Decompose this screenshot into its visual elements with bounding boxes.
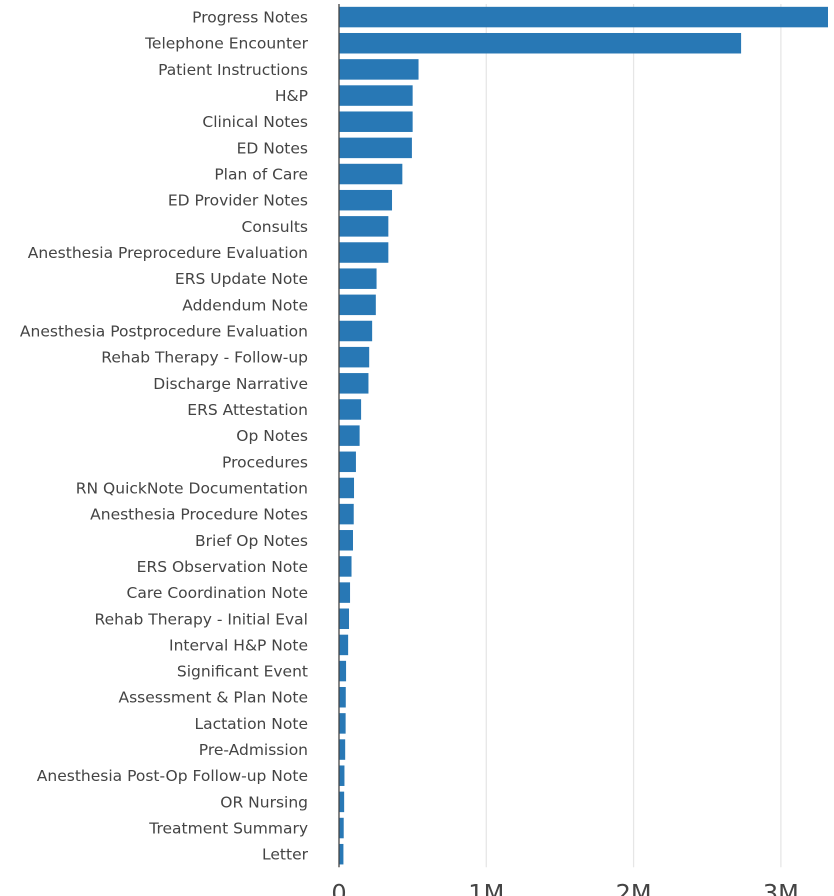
bar[interactable] [339, 843, 344, 865]
grid-layer [485, 4, 782, 868]
bar[interactable] [339, 373, 369, 394]
category-label: OR Nursing [220, 793, 308, 811]
category-label: Treatment Summary [148, 820, 308, 838]
bar[interactable] [339, 608, 350, 630]
category-label: Rehab Therapy - Follow-up [101, 349, 308, 367]
category-label: Anesthesia Procedure Notes [90, 506, 308, 524]
category-label: Clinical Notes [202, 113, 308, 131]
category-label: Procedures [222, 453, 308, 471]
category-label: Letter [262, 846, 309, 864]
category-label: Patient Instructions [158, 61, 308, 79]
bar[interactable] [339, 451, 356, 473]
bar-layer [339, 6, 828, 865]
category-label: H&P [275, 87, 308, 105]
x-tick-label: 1M [468, 879, 504, 896]
x-tick-label: 2M [616, 879, 652, 896]
category-label: Plan of Care [214, 166, 308, 184]
bar[interactable] [339, 399, 362, 420]
x-tick-label: 0 [331, 879, 346, 896]
category-label: Anesthesia Preprocedure Evaluation [28, 244, 308, 262]
category-label: ERS Update Note [175, 270, 308, 288]
bar[interactable] [339, 634, 349, 656]
bar[interactable] [339, 346, 370, 368]
bar[interactable] [339, 686, 346, 708]
category-label: Addendum Note [182, 296, 308, 314]
bar[interactable] [339, 765, 345, 786]
bar[interactable] [339, 817, 344, 839]
category-label: ERS Observation Note [137, 558, 308, 576]
bar[interactable] [339, 582, 351, 603]
category-label: Brief Op Notes [195, 532, 308, 550]
bar[interactable] [339, 425, 360, 446]
category-label: Interval H&P Note [169, 636, 308, 654]
category-label: Progress Notes [192, 9, 308, 27]
category-label: Significant Event [177, 663, 308, 681]
category-label: Lactation Note [194, 715, 308, 733]
category-label: RN QuickNote Documentation [76, 479, 308, 497]
category-label: Anesthesia Post-Op Follow-up Note [37, 767, 308, 785]
bar[interactable] [339, 791, 345, 813]
x-tick-label: 3M [763, 879, 799, 896]
bar[interactable] [339, 85, 413, 106]
category-label: Telephone Encounter [144, 35, 309, 53]
bar[interactable] [339, 503, 354, 525]
bar[interactable] [339, 660, 347, 682]
category-label: Op Notes [236, 427, 308, 445]
bar[interactable] [339, 268, 377, 289]
category-label: ED Notes [237, 139, 308, 157]
category-label: Rehab Therapy - Initial Eval [95, 610, 308, 628]
bar[interactable] [339, 163, 403, 185]
bar[interactable] [339, 111, 413, 132]
category-label: Consults [242, 218, 309, 236]
category-label: ED Provider Notes [168, 192, 308, 210]
bar[interactable] [339, 556, 352, 577]
bar[interactable] [339, 59, 419, 80]
bar[interactable] [339, 32, 742, 54]
category-label: Anesthesia Postprocedure Evaluation [20, 323, 308, 341]
x-tick-labels: 0 1M 2M 3M [331, 879, 799, 896]
bar[interactable] [339, 6, 828, 28]
category-labels: Progress Notes Telephone Encounter Patient… [20, 9, 309, 864]
category-label: Assessment & Plan Note [118, 689, 308, 707]
category-label: Care Coordination Note [127, 584, 308, 602]
bar[interactable] [339, 739, 346, 760]
category-label: Pre-Admission [199, 741, 308, 759]
bar[interactable] [339, 137, 412, 159]
bar[interactable] [339, 713, 346, 734]
bar[interactable] [339, 477, 355, 499]
bar[interactable] [339, 242, 389, 263]
bar[interactable] [339, 294, 376, 316]
bar[interactable] [339, 320, 373, 342]
bar[interactable] [339, 530, 353, 551]
category-label: ERS Attestation [187, 401, 308, 419]
category-label: Discharge Narrative [153, 375, 308, 393]
bar[interactable] [339, 216, 389, 237]
bar[interactable] [339, 189, 393, 211]
